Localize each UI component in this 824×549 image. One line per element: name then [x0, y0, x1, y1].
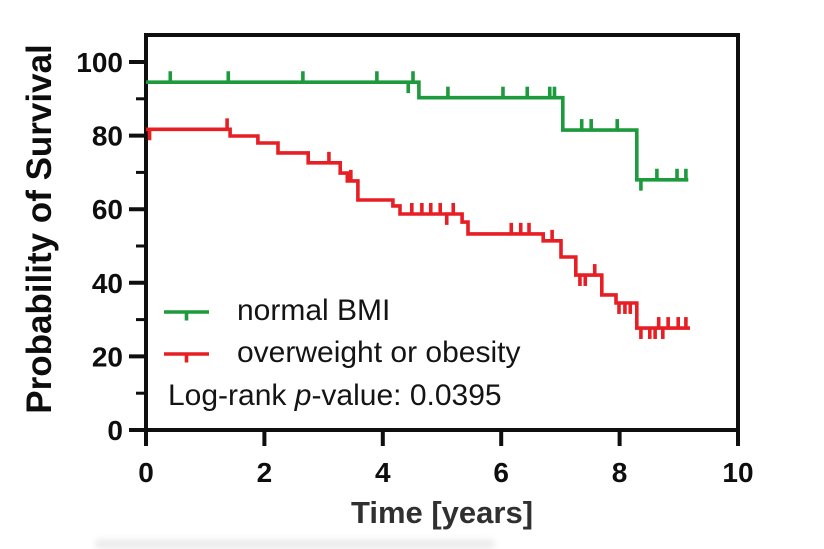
censor-tick	[451, 202, 456, 216]
censor-tick	[518, 222, 523, 236]
censor-tick	[656, 317, 661, 330]
censor-tick	[579, 119, 584, 132]
censor-tick	[444, 212, 449, 225]
km-curve-overweight-obesity	[146, 127, 690, 330]
legend-marker-tick	[184, 353, 189, 363]
legend-label-normal-bmi: normal BMI	[237, 294, 391, 327]
y-tick-label: 80	[92, 121, 123, 152]
x-tick-label: 6	[493, 457, 509, 488]
censor-tick	[578, 273, 582, 286]
censor-tick	[628, 301, 633, 314]
y-axis-title: Probability of Survival	[20, 44, 59, 414]
censor-tick	[653, 326, 657, 339]
km-curve-normal-bmi	[146, 80, 689, 182]
y-tick-label: 60	[92, 194, 123, 225]
censor-tick	[583, 273, 588, 286]
censor-tick	[655, 168, 659, 182]
censor-tick	[226, 71, 231, 84]
censor-tick	[525, 86, 530, 100]
x-tick-label: 4	[375, 457, 391, 488]
bottom-edge-artifact	[95, 539, 495, 549]
censor-tick	[501, 86, 505, 100]
censor-tick	[438, 202, 443, 216]
pvalue-suffix: -value: 0.0395	[311, 379, 502, 412]
censor-tick	[446, 86, 450, 100]
censor-tick	[552, 86, 557, 100]
censor-tick	[349, 169, 353, 183]
x-tick-label: 10	[722, 457, 753, 488]
censor-tick	[684, 168, 688, 182]
censor-tick	[684, 317, 688, 330]
censor-tick	[639, 178, 643, 191]
censor-tick	[301, 71, 305, 84]
x-axis-title: Time [years]	[350, 495, 534, 530]
x-tick-label: 8	[612, 457, 628, 488]
y-tick-label: 0	[107, 415, 123, 446]
censor-tick	[547, 86, 552, 100]
censor-tick	[428, 202, 433, 216]
x-tick-label: 2	[257, 457, 273, 488]
censor-tick	[661, 326, 665, 339]
x-tick-label: 0	[138, 457, 154, 488]
censor-tick	[615, 119, 620, 132]
plot-frame	[144, 33, 740, 432]
pvalue-italic-p: p	[294, 379, 312, 412]
censor-tick	[639, 326, 643, 339]
censor-tick	[147, 127, 152, 141]
censor-tick	[375, 71, 379, 84]
pvalue-prefix: Log-rank	[168, 379, 295, 412]
y-tick-label: 100	[76, 47, 123, 78]
censor-tick	[411, 71, 415, 84]
censor-tick	[647, 326, 652, 339]
censor-tick	[675, 168, 679, 182]
y-tick-label: 20	[92, 341, 123, 372]
censor-tick	[617, 301, 621, 314]
censor-tick	[592, 264, 597, 277]
y-tick-label: 40	[92, 268, 123, 299]
censor-tick	[410, 202, 414, 216]
legend-label-overweight-obesity: overweight or obesity	[237, 336, 521, 369]
logrank-pvalue-text: Log-rank p-value: 0.0395	[168, 379, 502, 413]
legend-marker-tick	[184, 311, 189, 321]
censor-tick	[420, 202, 424, 216]
censor-tick	[168, 71, 173, 84]
censor-tick	[666, 317, 670, 330]
censor-tick	[527, 222, 531, 236]
censor-tick	[327, 151, 331, 165]
censor-tick	[406, 80, 411, 94]
censor-tick	[509, 222, 514, 236]
censor-tick	[225, 118, 229, 131]
censor-tick	[589, 119, 593, 132]
censor-tick	[676, 317, 681, 330]
censor-tick	[550, 229, 554, 243]
censor-tick	[623, 301, 627, 314]
